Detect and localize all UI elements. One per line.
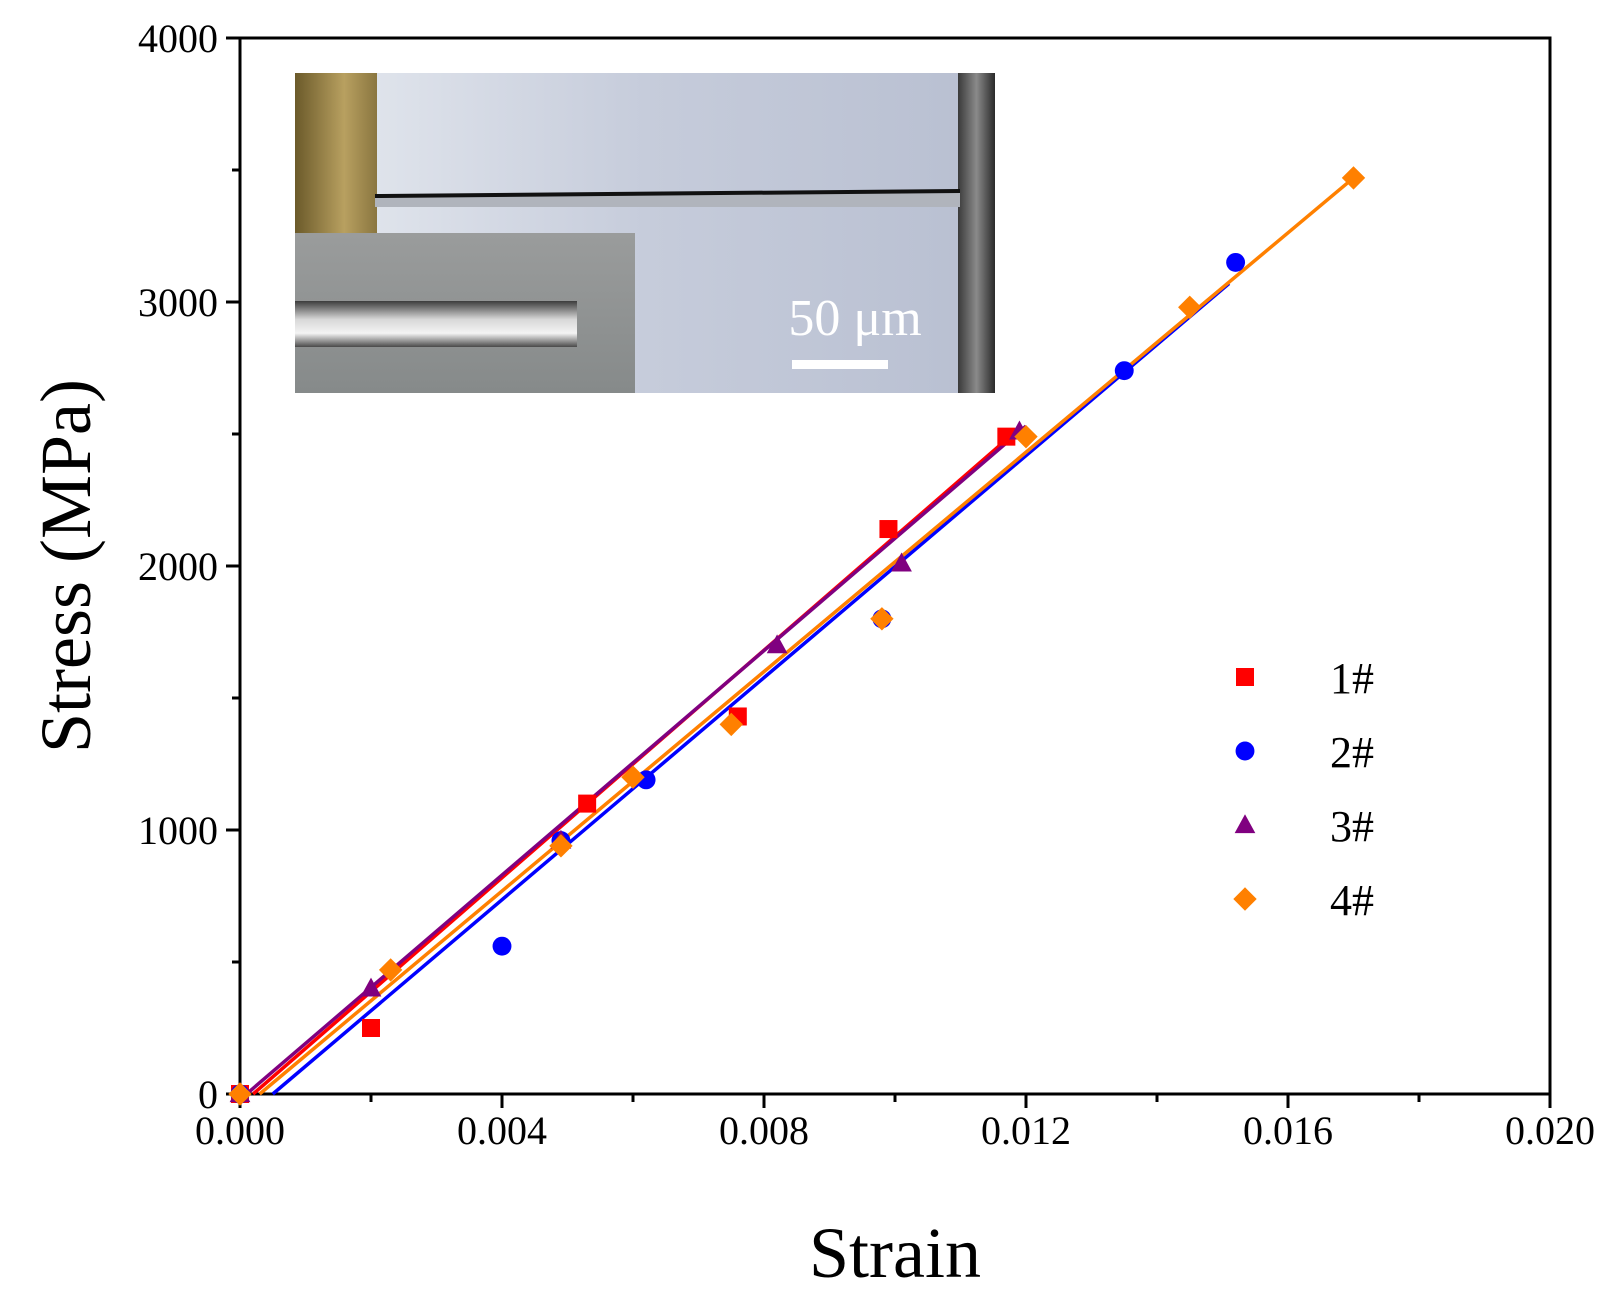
y-axis-ticks: 0 1000 2000 3000 4000 [138, 16, 240, 1117]
scale-bar-label: 50 μm [788, 290, 921, 347]
legend-label-4: 4# [1330, 876, 1374, 925]
legend-marker-1 [1236, 668, 1254, 686]
data-point-4 [870, 607, 894, 631]
data-point-4 [1014, 424, 1038, 449]
inset-sub-rod [295, 301, 577, 347]
legend-marker-2 [1235, 741, 1255, 761]
data-point-1 [578, 794, 597, 813]
data-point-2 [1114, 361, 1134, 381]
data-point-1 [997, 427, 1016, 446]
x-tick-label: 0.012 [981, 1108, 1071, 1153]
y-tick-label: 2000 [138, 544, 218, 589]
scale-bar [792, 360, 888, 369]
fit-line-2 [271, 282, 1231, 1096]
data-markers [228, 166, 1366, 1106]
inset-micrograph: 50 μm [295, 73, 995, 393]
x-tick-label: 0.000 [195, 1108, 285, 1153]
data-point-4 [378, 958, 403, 982]
legend-label-1: 1# [1330, 654, 1374, 703]
legend-marker-3 [1234, 814, 1256, 834]
data-point-4 [719, 712, 743, 737]
y-tick-label: 0 [198, 1072, 218, 1117]
y-tick-label: 3000 [138, 280, 218, 325]
x-axis-title: Strain [809, 1213, 981, 1293]
data-point-3 [360, 977, 382, 997]
data-point-3 [766, 634, 788, 654]
data-point-4 [1341, 166, 1366, 190]
data-point-1 [362, 1019, 380, 1037]
inset-right-edge [958, 73, 995, 393]
legend: 1# 2# 3# 4# [1233, 654, 1374, 925]
y-tick-label: 4000 [138, 16, 218, 61]
x-tick-label: 0.004 [457, 1108, 547, 1153]
legend-label-2: 2# [1330, 728, 1374, 777]
x-axis-ticks: 0.000 0.004 0.008 0.012 0.016 0.020 [195, 1094, 1595, 1153]
inset-left-edge [295, 73, 377, 233]
data-point-2 [492, 936, 512, 956]
x-tick-label: 0.016 [1243, 1108, 1333, 1153]
data-point-3 [891, 552, 912, 572]
legend-marker-4 [1233, 887, 1257, 911]
data-point-1 [879, 520, 898, 539]
data-point-2 [1226, 252, 1246, 272]
data-point-4 [621, 765, 645, 789]
x-tick-label: 0.008 [719, 1108, 809, 1153]
data-point-4 [228, 1082, 252, 1106]
inset-fiber-edge [374, 189, 961, 198]
y-axis-title: Stress (MPa) [26, 379, 106, 753]
data-point-4 [549, 834, 573, 858]
y-tick-label: 1000 [138, 808, 218, 853]
legend-label-3: 3# [1330, 802, 1374, 851]
fit-line-4 [258, 176, 1355, 1096]
x-tick-label: 0.020 [1505, 1108, 1595, 1153]
data-point-4 [1178, 295, 1202, 319]
